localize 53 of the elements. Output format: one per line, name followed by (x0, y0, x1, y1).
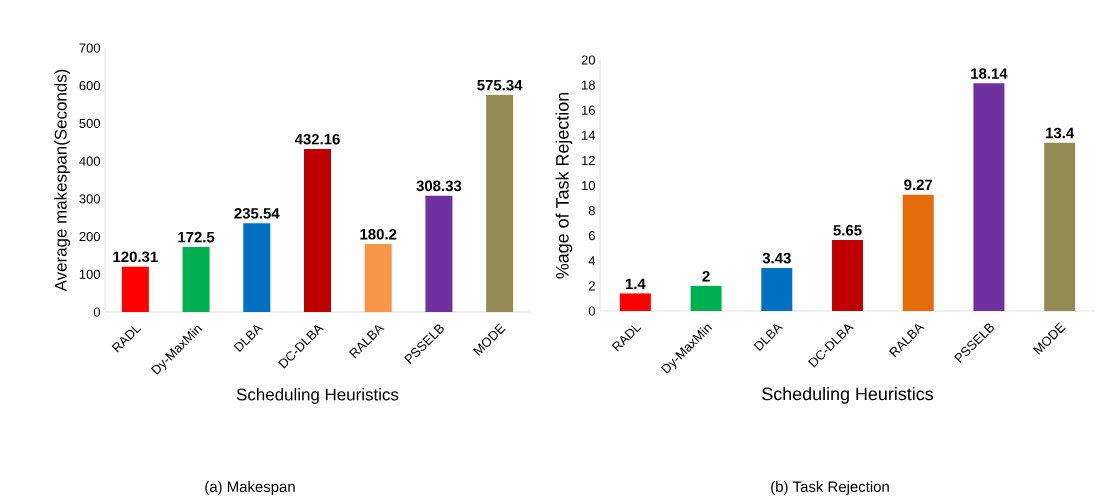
data-label: 575.34 (477, 79, 523, 91)
y-axis-title: Average makespan(Seconds) (54, 69, 71, 292)
data-label: 1.4 (625, 278, 646, 289)
y-tick-label: 18 (582, 80, 595, 90)
text: (a) Makespan (205, 481, 295, 495)
y-tick-label: 0 (93, 307, 100, 317)
y-tick-label: 300 (79, 194, 100, 204)
data-label: 172.5 (178, 231, 215, 243)
y-axis-title: %age of Task Rejection (555, 93, 573, 279)
data-label: 235.54 (234, 208, 280, 219)
y-tick-label: 20 (581, 55, 595, 65)
y-tick-label: 0 (588, 306, 595, 316)
y-tick-label: 14 (582, 130, 596, 140)
data-label: 5.65 (833, 224, 862, 236)
bar (619, 293, 651, 311)
bar (761, 267, 793, 311)
bar (121, 266, 149, 312)
y-tick-label: 200 (79, 231, 100, 242)
y-tick-label: 2 (588, 281, 595, 291)
data-label: 308.33 (416, 180, 462, 192)
bar (364, 244, 392, 312)
y-tick-label: 8 (588, 206, 595, 216)
text: (b) Task Rejection (771, 481, 889, 495)
bar (486, 95, 514, 312)
y-tick-label: 500 (79, 118, 100, 129)
y-tick-label: 10 (582, 180, 595, 191)
y-tick-label: 12 (582, 155, 595, 165)
y-tick-label: 4 (588, 256, 596, 266)
y-tick-label: 16 (582, 105, 595, 115)
data-label: 3.43 (762, 252, 791, 264)
bar (425, 195, 453, 312)
data-label: 9.27 (904, 179, 933, 191)
bar (973, 83, 1005, 311)
bar (902, 194, 934, 311)
data-label: 2 (702, 270, 710, 282)
y-tick-label: 700 (79, 43, 100, 53)
x-axis-title: Scheduling Heuristics (236, 388, 399, 404)
bar (243, 223, 271, 312)
data-label: 180.2 (360, 228, 397, 240)
data-label: 120.31 (113, 251, 158, 263)
data-label: 18.14 (971, 68, 1008, 79)
y-tick-label: 400 (79, 156, 100, 166)
bar (1044, 142, 1076, 311)
bar (304, 149, 331, 312)
bar (832, 240, 864, 311)
y-tick-label: 100 (79, 269, 100, 279)
bar (690, 285, 722, 311)
y-tick-label: 600 (79, 81, 100, 91)
y-tick-label: 6 (588, 231, 595, 241)
x-axis-title: Scheduling Heuristics (762, 387, 934, 404)
data-label: 432.16 (294, 133, 340, 145)
data-label: 13.4 (1046, 127, 1075, 139)
bar (182, 246, 210, 312)
